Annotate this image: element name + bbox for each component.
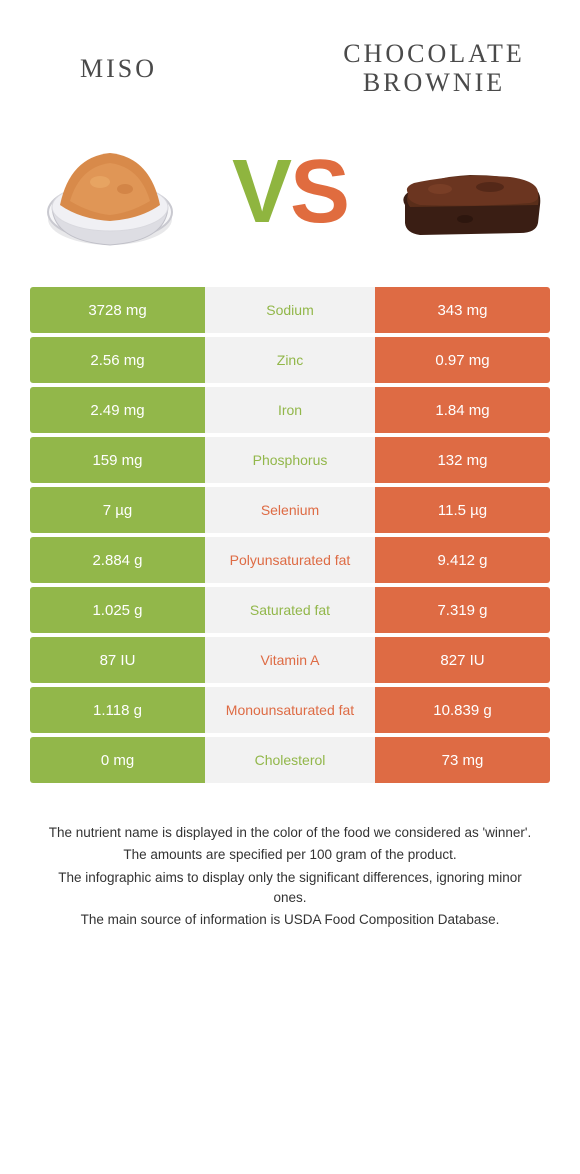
left-value: 0 mg — [30, 737, 205, 783]
right-value: 827 IU — [375, 637, 550, 683]
right-value: 343 mg — [375, 287, 550, 333]
left-value: 1.118 g — [30, 687, 205, 733]
vs-s: S — [290, 142, 348, 242]
left-value: 2.49 mg — [30, 387, 205, 433]
brownie-image — [390, 127, 550, 257]
left-value: 2.56 mg — [30, 337, 205, 383]
nutri-row: 3728 mgSodium343 mg — [30, 287, 550, 333]
left-value: 87 IU — [30, 637, 205, 683]
nutrient-name: Phosphorus — [205, 437, 375, 483]
right-food-title: CHOCOLATE BROWNIE — [338, 40, 530, 97]
header: MISO CHOCOLATE BROWNIE — [0, 0, 580, 117]
right-value: 73 mg — [375, 737, 550, 783]
footnote-line: The nutrient name is displayed in the co… — [40, 823, 540, 843]
nutri-row: 1.118 gMonounsaturated fat10.839 g — [30, 687, 550, 733]
nutrient-name: Saturated fat — [205, 587, 375, 633]
nutrient-name: Zinc — [205, 337, 375, 383]
left-value: 1.025 g — [30, 587, 205, 633]
nutri-row: 1.025 gSaturated fat7.319 g — [30, 587, 550, 633]
miso-image — [30, 127, 190, 257]
nutrient-name: Monounsaturated fat — [205, 687, 375, 733]
left-value: 2.884 g — [30, 537, 205, 583]
nutrient-name: Polyunsaturated fat — [205, 537, 375, 583]
vs-label: VS — [232, 141, 348, 244]
right-value: 7.319 g — [375, 587, 550, 633]
left-value: 159 mg — [30, 437, 205, 483]
right-value: 9.412 g — [375, 537, 550, 583]
nutrient-name: Iron — [205, 387, 375, 433]
nutrient-name: Vitamin A — [205, 637, 375, 683]
nutrition-table: 3728 mgSodium343 mg2.56 mgZinc0.97 mg2.4… — [30, 287, 550, 783]
nutri-row: 7 µgSelenium11.5 µg — [30, 487, 550, 533]
footnotes: The nutrient name is displayed in the co… — [0, 823, 580, 932]
footnote-line: The amounts are specified per 100 gram o… — [40, 845, 540, 865]
nutri-row: 2.56 mgZinc0.97 mg — [30, 337, 550, 383]
nutri-row: 159 mgPhosphorus132 mg — [30, 437, 550, 483]
footnote-line: The infographic aims to display only the… — [40, 868, 540, 909]
nutri-row: 2.49 mgIron1.84 mg — [30, 387, 550, 433]
footnote-line: The main source of information is USDA F… — [40, 910, 540, 930]
images-row: VS — [0, 117, 580, 287]
nutri-row: 2.884 gPolyunsaturated fat9.412 g — [30, 537, 550, 583]
vs-v: V — [232, 142, 290, 242]
right-value: 1.84 mg — [375, 387, 550, 433]
nutrient-name: Cholesterol — [205, 737, 375, 783]
right-value: 0.97 mg — [375, 337, 550, 383]
left-value: 7 µg — [30, 487, 205, 533]
nutrient-name: Selenium — [205, 487, 375, 533]
nutri-row: 87 IUVitamin A827 IU — [30, 637, 550, 683]
left-value: 3728 mg — [30, 287, 205, 333]
nutri-row: 0 mgCholesterol73 mg — [30, 737, 550, 783]
left-food-title: MISO — [50, 54, 242, 84]
right-value: 10.839 g — [375, 687, 550, 733]
nutrient-name: Sodium — [205, 287, 375, 333]
right-value: 11.5 µg — [375, 487, 550, 533]
right-value: 132 mg — [375, 437, 550, 483]
